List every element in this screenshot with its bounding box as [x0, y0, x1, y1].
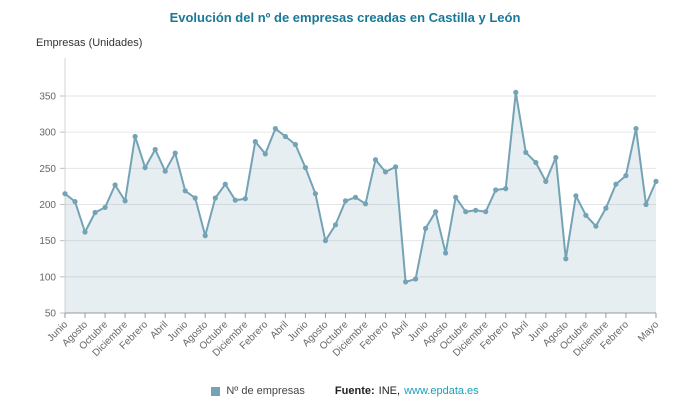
data-point[interactable]: [222, 181, 228, 187]
data-point[interactable]: [232, 197, 238, 203]
data-point[interactable]: [593, 223, 599, 229]
data-point[interactable]: [382, 169, 389, 175]
y-tick-label: 350: [39, 92, 56, 103]
data-point[interactable]: [643, 201, 649, 208]
data-point[interactable]: [172, 150, 178, 156]
data-point[interactable]: [623, 173, 629, 179]
data-point[interactable]: [112, 182, 118, 188]
data-point[interactable]: [182, 188, 188, 194]
data-point[interactable]: [563, 256, 569, 262]
data-point[interactable]: [272, 126, 278, 132]
y-tick-label: 200: [39, 200, 56, 211]
data-point[interactable]: [302, 165, 308, 171]
legend-swatch-icon: [211, 386, 221, 396]
data-point[interactable]: [212, 195, 218, 201]
data-point[interactable]: [613, 181, 619, 187]
data-point[interactable]: [202, 233, 208, 239]
data-point[interactable]: [252, 139, 258, 145]
data-point[interactable]: [352, 194, 359, 200]
data-point[interactable]: [523, 149, 529, 155]
data-point[interactable]: [162, 168, 168, 174]
y-tick-label: 300: [39, 128, 56, 139]
data-point[interactable]: [583, 212, 589, 218]
y-tick-label: 150: [39, 236, 56, 247]
data-point[interactable]: [282, 133, 288, 140]
data-point[interactable]: [453, 194, 459, 200]
data-point[interactable]: [513, 89, 519, 95]
data-point[interactable]: [393, 164, 399, 170]
source-name: INE,: [378, 385, 401, 397]
data-point[interactable]: [533, 159, 539, 166]
data-point[interactable]: [443, 250, 449, 256]
legend-item-empresas[interactable]: Nº de empresas: [211, 385, 305, 397]
data-point[interactable]: [142, 165, 148, 171]
data-point[interactable]: [72, 199, 78, 205]
data-point[interactable]: [603, 205, 609, 211]
data-point[interactable]: [553, 154, 559, 161]
data-point[interactable]: [132, 133, 138, 140]
chart-footer: Nº de empresas Fuente: INE, www.epdata.e…: [0, 385, 690, 397]
source: Fuente: INE, www.epdata.es: [335, 385, 479, 397]
data-point[interactable]: [342, 198, 349, 204]
data-point[interactable]: [543, 178, 549, 184]
data-point[interactable]: [332, 222, 339, 228]
series-line: [64, 91, 657, 283]
data-point[interactable]: [403, 279, 409, 285]
data-point[interactable]: [62, 191, 68, 197]
data-point[interactable]: [192, 195, 198, 201]
x-tick-label: Mayo: [636, 319, 661, 344]
y-tick-label: 250: [39, 164, 56, 175]
data-point[interactable]: [152, 146, 158, 153]
data-point[interactable]: [92, 209, 98, 216]
data-point[interactable]: [242, 196, 248, 202]
line-chart: 50100150200250300350JunioAgostoOctubreDi…: [39, 58, 661, 359]
data-point[interactable]: [653, 178, 659, 184]
data-point[interactable]: [102, 204, 108, 210]
y-axis-title: Empresas (Unidades): [36, 37, 143, 49]
data-point[interactable]: [82, 229, 88, 235]
data-point[interactable]: [372, 157, 379, 163]
data-point[interactable]: [463, 209, 469, 215]
data-point[interactable]: [322, 238, 328, 244]
chart-title: Evolución del nº de empresas creadas en …: [169, 10, 521, 25]
data-point[interactable]: [413, 276, 419, 282]
data-point[interactable]: [122, 198, 128, 204]
data-point[interactable]: [262, 151, 268, 157]
data-point[interactable]: [633, 126, 639, 132]
data-point[interactable]: [473, 207, 479, 213]
data-point[interactable]: [493, 187, 499, 193]
data-point[interactable]: [362, 201, 369, 207]
y-tick-label: 50: [45, 309, 57, 320]
data-point[interactable]: [292, 141, 298, 148]
data-point[interactable]: [433, 209, 439, 215]
source-link[interactable]: www.epdata.es: [404, 385, 479, 397]
source-prefix: Fuente:: [334, 385, 375, 397]
data-point[interactable]: [503, 186, 509, 192]
series-area: [65, 92, 656, 314]
data-point[interactable]: [483, 209, 489, 215]
data-point[interactable]: [312, 191, 318, 197]
y-tick-label: 100: [39, 272, 56, 283]
data-point[interactable]: [573, 193, 579, 199]
data-point[interactable]: [423, 225, 429, 231]
legend-label: Nº de empresas: [226, 385, 305, 397]
